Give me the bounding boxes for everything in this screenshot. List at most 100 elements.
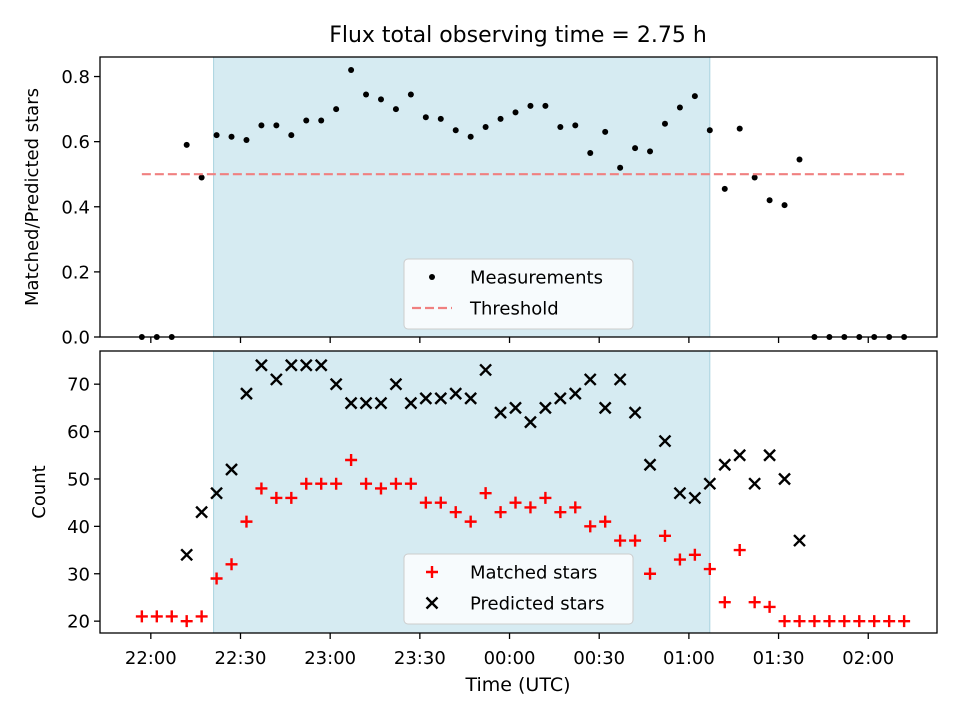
predicted-star-marker xyxy=(255,358,268,372)
predicted-star-marker xyxy=(763,448,776,462)
predicted-star-marker xyxy=(404,396,418,410)
legend-box xyxy=(403,553,634,625)
predicted-star-marker xyxy=(299,358,313,372)
measurement-point xyxy=(781,202,788,209)
predicted-star-marker xyxy=(613,373,627,386)
predicted-star-marker xyxy=(643,458,657,472)
predicted-star-marker xyxy=(329,377,343,391)
axes-frame xyxy=(99,350,938,634)
predicted-star-marker xyxy=(449,387,463,401)
matched-star-marker xyxy=(300,477,313,490)
matched-star-marker xyxy=(778,615,791,628)
predicted-star-marker xyxy=(598,401,612,415)
matched-star-marker xyxy=(494,506,507,519)
chart-title: Flux total observing time = 2.75 h xyxy=(329,23,707,48)
measurement-point xyxy=(796,156,803,163)
y-tick-label: 60 xyxy=(67,422,90,443)
x-tick-label: 00:00 xyxy=(484,648,536,669)
predicted-star-marker xyxy=(419,392,433,405)
measurement-point xyxy=(407,91,414,98)
measurement-point xyxy=(228,133,235,140)
y-tick-label: 0.8 xyxy=(61,67,90,88)
predicted-star-marker xyxy=(180,548,194,562)
measurement-point xyxy=(751,174,758,181)
matched-star-marker xyxy=(255,482,268,495)
y-axis-label: Matched/Predicted stars xyxy=(22,88,43,306)
measurement-point xyxy=(467,133,474,140)
legend-label: Matched stars xyxy=(470,563,597,584)
matched-star-marker xyxy=(868,615,881,628)
predicted-star-marker xyxy=(494,406,507,419)
matched-star-marker xyxy=(240,515,253,528)
matched-star-marker xyxy=(449,506,462,519)
matched-star-marker xyxy=(808,615,821,628)
predicted-star-marker xyxy=(778,472,791,486)
x-tick-label: 02:00 xyxy=(842,648,894,669)
matched-star-marker xyxy=(793,615,806,628)
predicted-star-marker xyxy=(479,363,492,377)
y-tick-label: 0.6 xyxy=(61,132,90,153)
matched-star-marker xyxy=(195,610,208,623)
legend-dot-icon xyxy=(429,274,435,280)
matched-star-marker xyxy=(733,544,746,557)
predicted-star-marker xyxy=(284,358,298,372)
matched-star-marker xyxy=(360,477,373,490)
predicted-star-marker xyxy=(524,415,537,429)
predicted-star-marker xyxy=(688,491,702,505)
matched-star-marker xyxy=(838,615,851,628)
matched-star-marker xyxy=(419,496,432,509)
series-measurements xyxy=(138,67,908,340)
predicted-star-marker xyxy=(733,448,747,462)
x-tick-label: 22:30 xyxy=(215,648,267,669)
legend: Measurements Threshold xyxy=(403,258,634,330)
measurement-point xyxy=(288,132,295,139)
x-tick-label: 00:30 xyxy=(573,648,625,669)
predicted-star-marker xyxy=(628,406,642,419)
y-tick-label: 0.2 xyxy=(61,262,90,283)
matched-star-marker xyxy=(629,534,642,547)
matched-star-marker xyxy=(374,482,387,495)
matched-star-marker xyxy=(330,477,343,490)
measurement-point xyxy=(333,106,340,113)
predicted-star-marker xyxy=(195,505,208,519)
matched-star-marker xyxy=(404,477,417,490)
measurement-point xyxy=(676,104,683,111)
y-tick-label: 70 xyxy=(67,375,90,396)
measurement-point xyxy=(527,102,534,109)
measurement-point xyxy=(766,197,773,204)
measurement-point xyxy=(572,122,579,129)
measurement-point xyxy=(497,115,504,122)
measurement-point xyxy=(482,124,489,130)
predicted-star-marker xyxy=(225,463,238,476)
predicted-star-marker xyxy=(434,392,448,405)
matched-star-marker xyxy=(150,610,163,623)
measurement-point xyxy=(422,114,429,121)
matched-star-marker xyxy=(569,501,582,514)
predicted-star-marker xyxy=(240,387,253,401)
x-tick-label: 01:00 xyxy=(663,648,715,669)
measurement-point xyxy=(632,145,639,152)
y-axis-label: Count xyxy=(29,465,50,518)
matched-star-marker xyxy=(389,477,402,490)
measurement-point xyxy=(557,124,564,130)
measurement-point xyxy=(348,67,355,74)
matched-star-marker xyxy=(270,491,283,504)
legend-plus-icon xyxy=(426,566,438,578)
predicted-star-marker xyxy=(703,477,717,491)
predicted-star-marker xyxy=(389,377,403,391)
matched-star-marker xyxy=(524,501,537,514)
top-panel: 0.0 0.2 0.4 0.6 0.8 Matched/Predicted stars Me… xyxy=(22,56,938,349)
series-matched-stars xyxy=(135,454,911,628)
legend-label: Predicted stars xyxy=(470,594,604,615)
predicted-star-marker xyxy=(748,477,762,491)
matched-star-marker xyxy=(658,529,671,542)
measurement-point xyxy=(377,96,384,103)
measurement-point xyxy=(661,120,668,127)
bottom-panel: 20 30 40 50 60 70 22:00 22:30 23:00 23:30 00:00 00:… xyxy=(29,350,938,669)
predicted-star-marker xyxy=(793,534,806,547)
matched-star-marker xyxy=(434,496,447,509)
measurement-point xyxy=(706,127,713,134)
matched-star-marker xyxy=(315,477,328,490)
measurement-point xyxy=(587,150,594,157)
measurement-point xyxy=(512,109,519,116)
